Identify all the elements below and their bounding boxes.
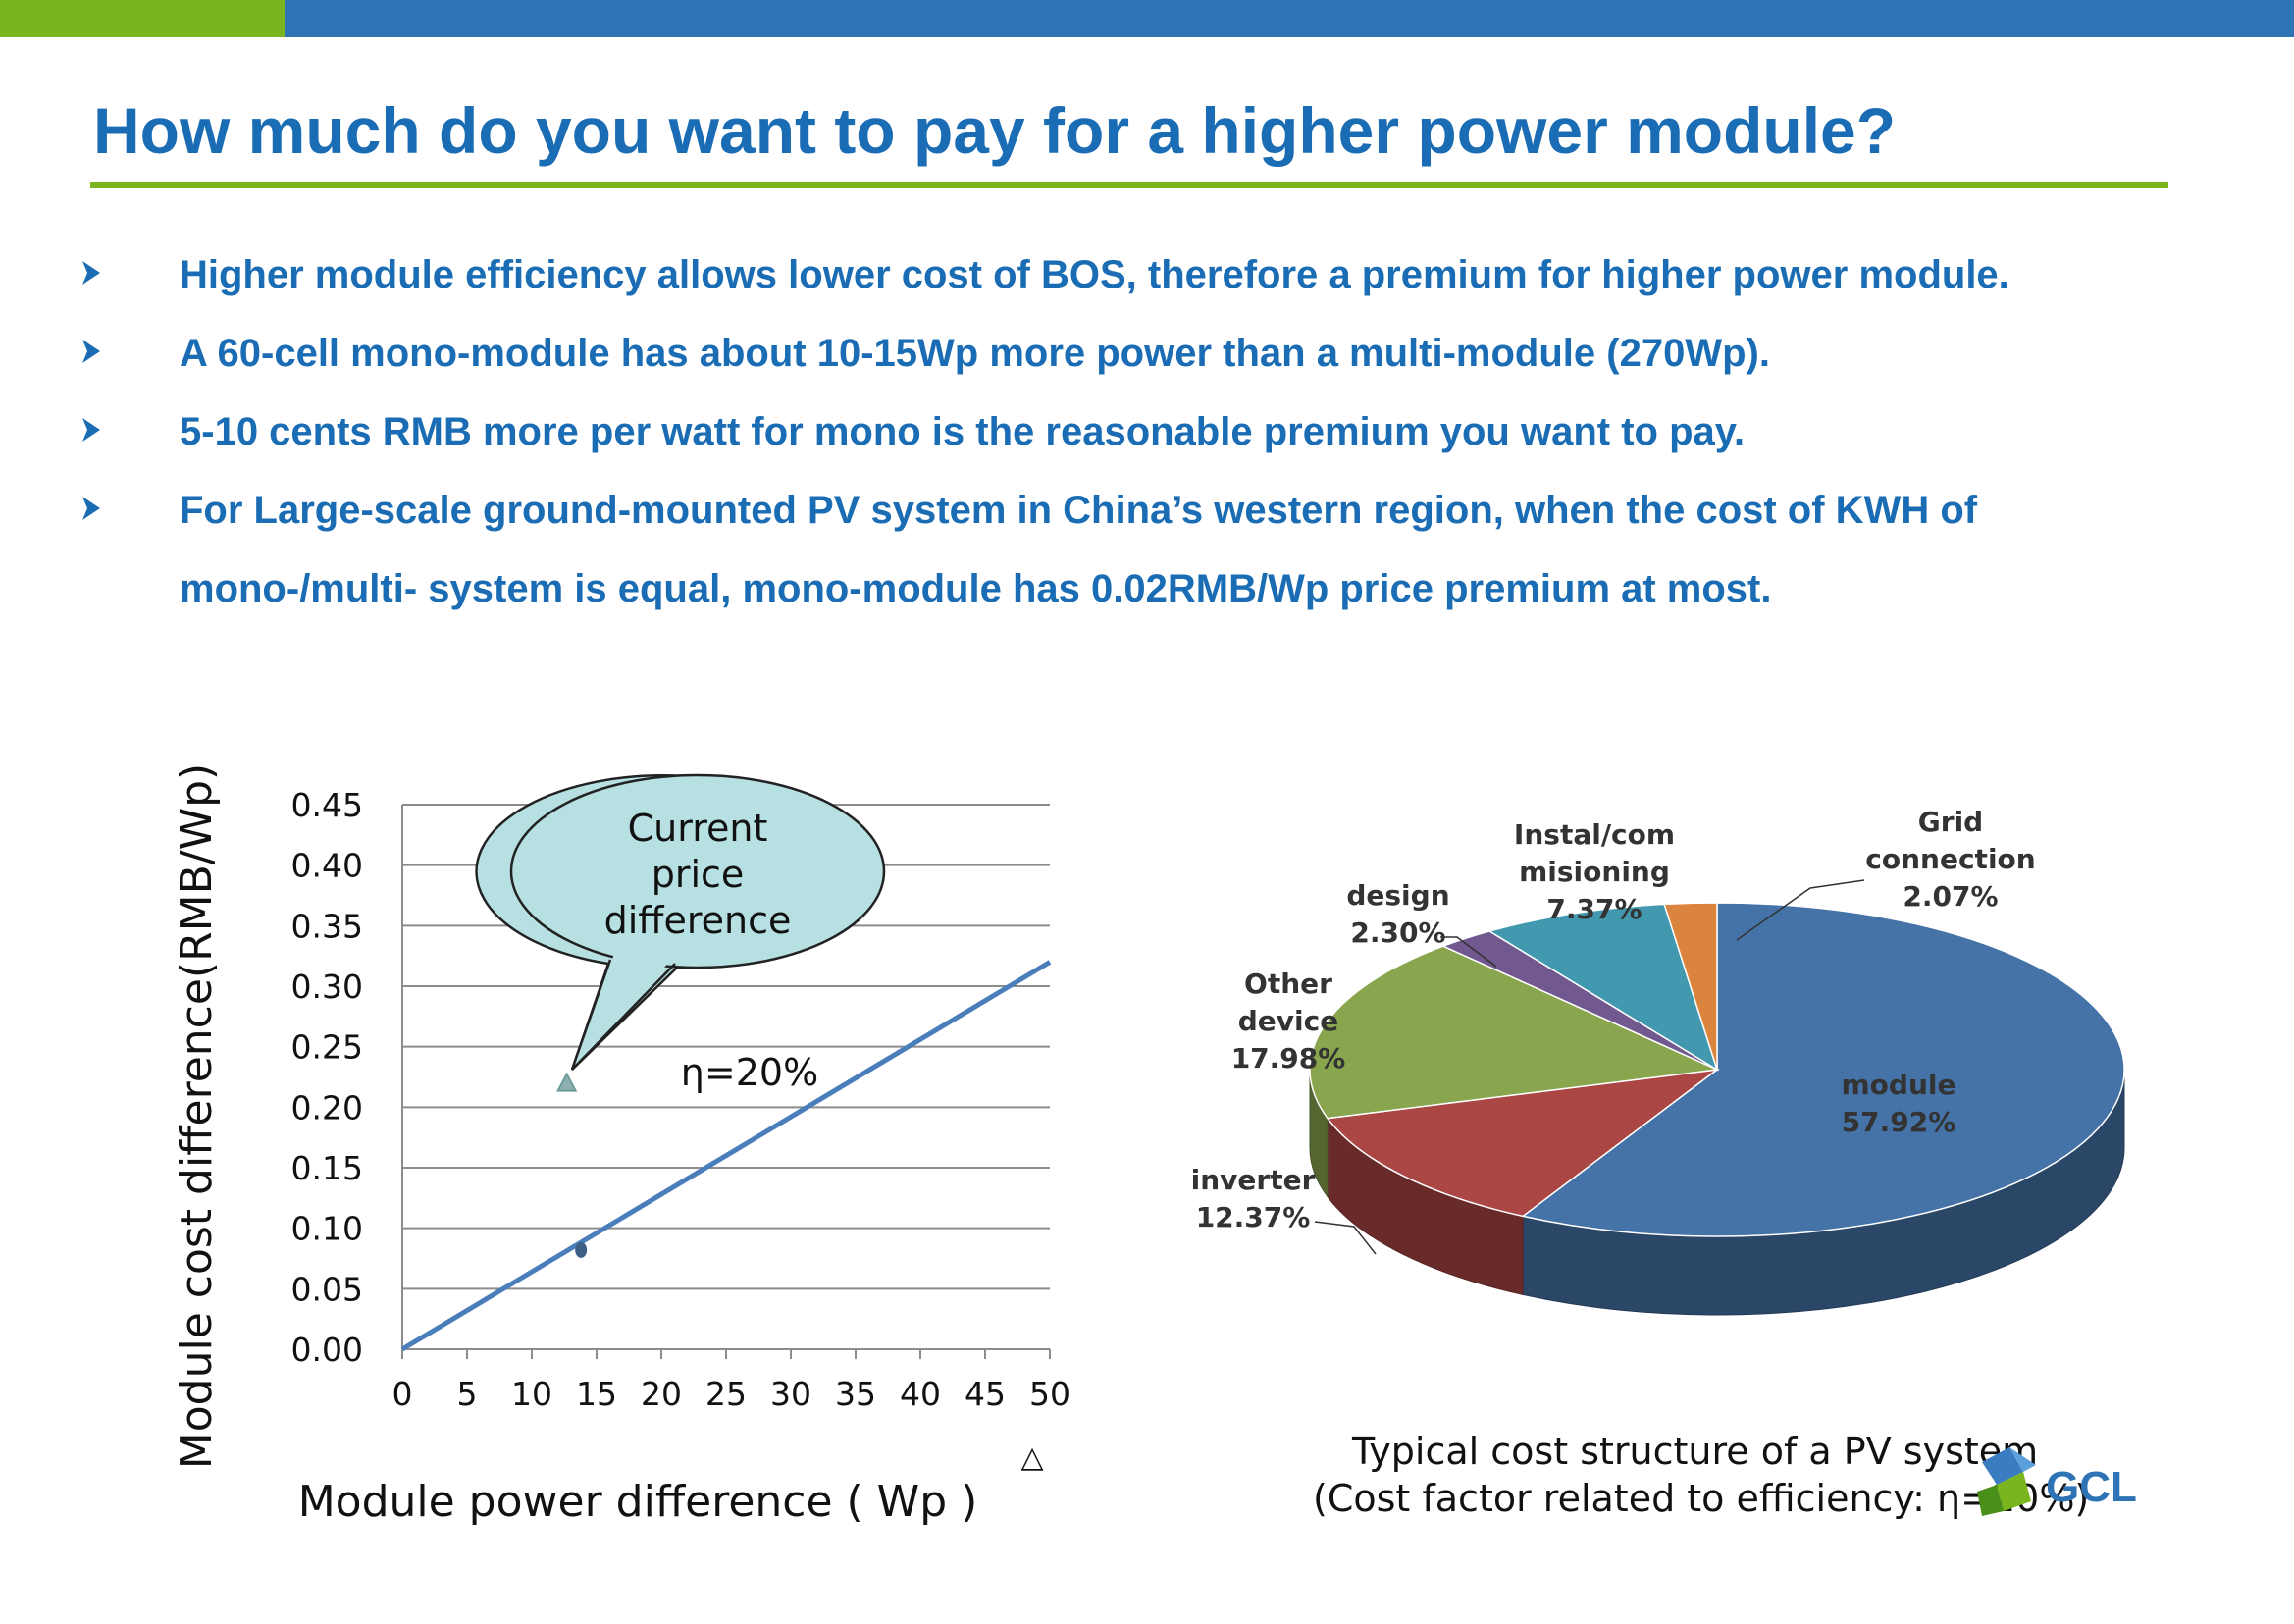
x-axis-title: Module power difference ( Wp ) xyxy=(298,1477,978,1527)
bullet-text: Higher module efficiency allows lower co… xyxy=(180,253,2009,296)
pie-label-value: 7.37% xyxy=(1546,893,1642,925)
y-tick-label: 0.30 xyxy=(291,968,363,1006)
pie-label-name: design xyxy=(1346,879,1449,912)
cost-structure-pie-chart: module 57.92% inverter 12.37% Other device 17.… xyxy=(1191,806,2125,1316)
arrow-bullet-icon xyxy=(82,497,100,520)
y-tick-label: 0.15 xyxy=(291,1149,363,1187)
stray-triangle-marker: △ xyxy=(1020,1441,1043,1475)
series-line-eta20 xyxy=(400,960,1052,1352)
pie-label-design: design 2.30% xyxy=(1346,879,1497,968)
pie-slice xyxy=(1487,903,1719,1072)
x-tick-label: 10 xyxy=(511,1375,552,1413)
bullet-text: 5-10 cents RMB more per watt for mono is… xyxy=(180,410,1746,453)
x-tick-label: 25 xyxy=(705,1375,747,1413)
x-tick-label: 40 xyxy=(900,1375,941,1413)
series-label: η=20% xyxy=(681,1051,818,1094)
pie-label-instal-com-misioning: Instal/com misioning 7.37% xyxy=(1514,818,1675,925)
bullet-text: For Large-scale ground-mounted PV system… xyxy=(180,489,1978,532)
gcl-logo-icon: GCL xyxy=(1977,1447,2137,1516)
callout-tail xyxy=(570,959,676,1071)
pie-leader-line xyxy=(1736,879,1865,941)
pie-label-value: 12.37% xyxy=(1196,1201,1311,1233)
x-tick-label: 15 xyxy=(576,1375,617,1413)
pie-label-module: module 57.92% xyxy=(1842,1069,1956,1138)
pie-label-name: device xyxy=(1238,1005,1338,1037)
callout-ellipse xyxy=(509,773,886,969)
title-underline xyxy=(90,182,2168,188)
top-accent-bar-blue xyxy=(285,0,2294,37)
pie-label-other-device: Other device 17.98% xyxy=(1231,968,1346,1074)
pie-label-value: 57.92% xyxy=(1842,1106,1956,1138)
cost-difference-line-chart: 0.00 0.05 0.10 0.15 0.20 0.25 0.30 0.35 0.40 0.45… xyxy=(172,763,1070,1527)
callout-text-line: difference xyxy=(604,899,792,942)
y-tick-label: 0.10 xyxy=(291,1210,363,1248)
pie-slice xyxy=(1309,945,1720,1120)
y-tick-label: 0.45 xyxy=(291,786,363,824)
pie-label-name: Grid xyxy=(1918,806,1983,838)
x-tick-label: 35 xyxy=(835,1375,876,1413)
pie-label-value: 2.30% xyxy=(1350,917,1445,949)
y-tick-label: 0.25 xyxy=(291,1028,363,1067)
y-tick-label: 0.05 xyxy=(291,1270,363,1308)
logo-text: GCL xyxy=(2046,1463,2137,1511)
bullet-text: A 60-cell mono-module has about 10-15Wp … xyxy=(180,332,1770,375)
pie-label-name: connection xyxy=(1865,843,2035,875)
x-tick-label: 20 xyxy=(641,1375,682,1413)
pie-label-name: module xyxy=(1842,1069,1956,1101)
slide-title: How much do you want to pay for a higher… xyxy=(93,94,1897,167)
callout-tail-fill xyxy=(572,954,671,1070)
x-tick-label: 0 xyxy=(392,1375,413,1413)
bullet-text-continuation: mono-/multi- system is equal, mono-modul… xyxy=(180,567,1772,610)
pie-label-value: 2.07% xyxy=(1903,880,1998,913)
pie-leader-line xyxy=(1314,1221,1377,1255)
y-tick-label: 0.40 xyxy=(291,847,363,885)
pie-label-name: Other xyxy=(1244,968,1332,1000)
data-point xyxy=(575,1241,588,1258)
pie-caption-line2: (Cost factor related to efficiency: η=20… xyxy=(1313,1477,2090,1520)
x-tick-label: 50 xyxy=(1029,1375,1070,1413)
x-tick-label: 45 xyxy=(965,1375,1006,1413)
pie-label-name: Instal/com xyxy=(1514,818,1675,851)
y-tick-label: 0.00 xyxy=(291,1331,363,1369)
pie-caption-line1: Typical cost structure of a PV system xyxy=(1352,1430,2039,1473)
y-tick-label: 0.35 xyxy=(291,907,363,945)
y-tick-label: 0.20 xyxy=(291,1088,363,1126)
pie-label-grid-connection: Grid connection 2.07% xyxy=(1736,806,2036,941)
callout-text-line: price xyxy=(652,853,745,896)
current-price-point xyxy=(555,1072,578,1092)
x-tick-label: 30 xyxy=(770,1375,811,1413)
arrow-bullet-icon xyxy=(82,340,100,363)
pie-label-name: misioning xyxy=(1519,856,1670,888)
arrow-bullet-icon xyxy=(82,418,100,442)
pie-leader-line xyxy=(1440,936,1497,968)
pie-label-value: 17.98% xyxy=(1231,1042,1346,1074)
pie-label-name: inverter xyxy=(1191,1164,1316,1196)
x-tick-label: 5 xyxy=(457,1375,478,1413)
top-accent-bar-green xyxy=(0,0,285,37)
arrow-bullet-icon xyxy=(82,261,100,285)
pie-slice xyxy=(1663,902,1718,1071)
callout-text-line: Current xyxy=(628,807,768,850)
pie-label-inverter: inverter 12.37% xyxy=(1191,1164,1377,1255)
y-axis-title: Module cost difference(RMB/Wp) xyxy=(172,763,222,1469)
pie-slice xyxy=(1521,902,2125,1237)
